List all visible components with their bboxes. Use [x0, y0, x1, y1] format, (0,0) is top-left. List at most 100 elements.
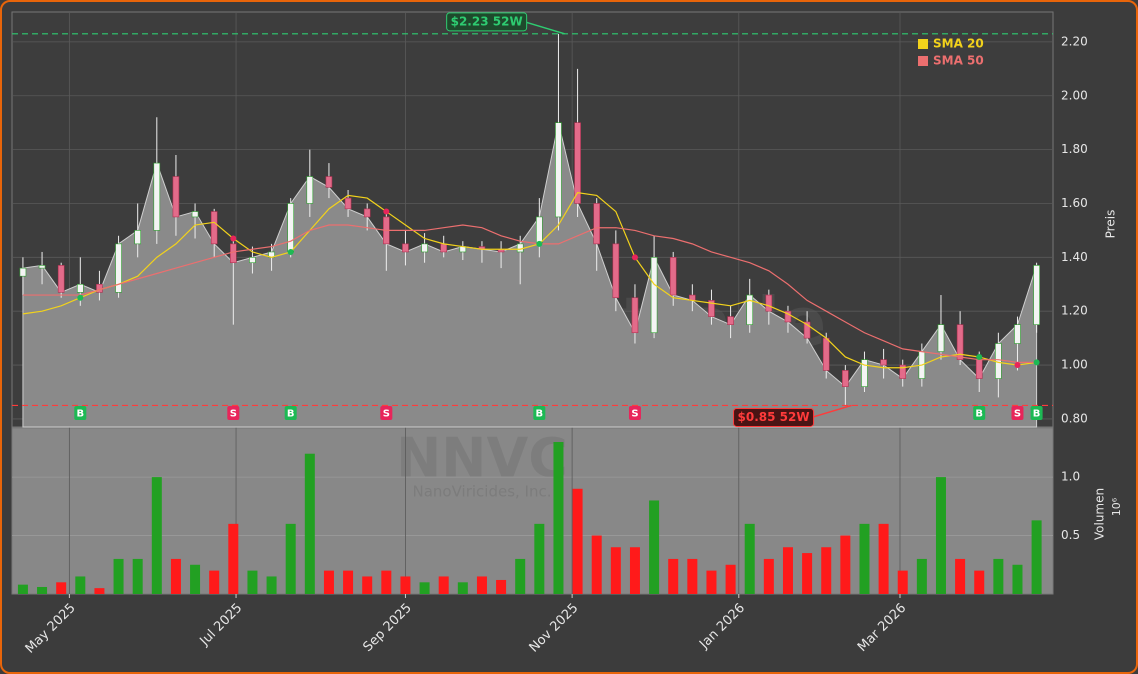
candle-body — [765, 294, 773, 312]
signal-label: B — [76, 409, 84, 420]
y-tick-label: 1.00 — [1061, 358, 1088, 372]
signal-box — [1030, 406, 1043, 420]
y-tick-label: 1.60 — [1061, 196, 1088, 210]
candle-body — [344, 197, 352, 210]
signal-dot — [287, 248, 294, 255]
signal-box — [533, 406, 546, 420]
volume-bar — [955, 558, 966, 594]
volume-bar — [802, 553, 813, 594]
volume-bar — [56, 582, 67, 594]
candle-body — [516, 243, 524, 253]
volume-bar — [476, 576, 487, 594]
signal-dot — [77, 294, 84, 301]
candle-body — [822, 337, 830, 371]
volume-bar — [37, 586, 48, 594]
volume-bar — [113, 558, 124, 594]
volume-bar — [1012, 564, 1023, 594]
candle-body — [402, 243, 409, 253]
x-tick-label: Jan 2026 — [696, 601, 748, 653]
candle-body — [363, 208, 371, 218]
candle-body — [77, 283, 84, 293]
annotation: $0.85 52W — [733, 404, 852, 427]
y2-axis-label: Volumen — [1093, 488, 1107, 540]
volume-bar — [94, 588, 105, 594]
signal-dot — [631, 254, 638, 261]
x-tick-label: Mar 2026 — [855, 601, 909, 655]
volume-bar — [897, 570, 908, 594]
x-tick-label: Nov 2025 — [527, 601, 582, 656]
watermark-company: NanoViricides, Inc. — [413, 483, 552, 501]
volume-bar — [610, 547, 621, 594]
annotation-arrow — [811, 404, 852, 419]
y-tick-label: 1.40 — [1061, 250, 1088, 264]
y2-tick-label: 0.5 — [1061, 528, 1080, 542]
volume-bar — [744, 523, 755, 594]
annotation-box — [446, 12, 528, 32]
x-tick-label: May 2025 — [23, 601, 79, 657]
volume-bar — [649, 500, 660, 594]
volume-bar — [572, 488, 583, 594]
volume-bar — [266, 576, 277, 594]
x-tick-label: Jul 2025 — [197, 601, 246, 650]
candle-body — [306, 176, 314, 204]
volume-bar — [668, 558, 679, 594]
volume-bar — [17, 584, 28, 594]
volume-bar — [247, 570, 258, 594]
candle-body — [593, 203, 601, 245]
signal-box — [628, 406, 641, 420]
y-tick-label: 0.80 — [1061, 411, 1088, 425]
volume-bar — [438, 576, 449, 594]
candle-body — [880, 359, 887, 366]
signal-box — [227, 406, 240, 420]
volume-bar — [515, 558, 526, 594]
y-tick-label: 1.20 — [1061, 304, 1088, 318]
annotation-arrow — [524, 21, 565, 35]
volume-bar — [151, 477, 162, 594]
annotation-label: $0.85 52W — [738, 410, 810, 424]
y2-scale-label: 10⁶ — [1110, 497, 1123, 516]
signal-label: S — [1014, 409, 1021, 420]
signal-dot — [536, 240, 543, 247]
y-axis-label: Preis — [1104, 210, 1118, 239]
volume-bar — [362, 576, 373, 594]
x-tick-label: Sep 2025 — [361, 601, 415, 655]
volume-bar — [878, 523, 889, 594]
volume-bar — [763, 558, 774, 594]
signal-dot — [230, 235, 237, 242]
volume-bar — [381, 570, 392, 594]
candle-body — [134, 230, 141, 245]
y-tick-label: 2.20 — [1061, 34, 1088, 48]
candle-body — [287, 203, 294, 253]
candle-body — [230, 243, 237, 264]
signal-dot — [383, 208, 390, 215]
candle-body — [421, 243, 428, 253]
candle-body — [746, 294, 754, 325]
annotation-label: $2.23 52W — [451, 14, 523, 28]
candle-body — [536, 216, 543, 245]
volume-bar — [1031, 520, 1042, 594]
volume-bar — [419, 582, 430, 594]
candle-body — [38, 265, 46, 269]
candle-body — [669, 257, 677, 296]
volume-bar — [285, 523, 296, 594]
volume-bar — [400, 576, 411, 594]
volume-bar — [132, 558, 143, 594]
sma-line — [22, 192, 1037, 369]
candle-body — [191, 211, 199, 218]
volume-bar — [974, 570, 985, 594]
signal-label: S — [383, 409, 390, 420]
sma-line — [22, 224, 1037, 363]
volume-bar — [190, 564, 201, 594]
candle-body — [650, 257, 658, 334]
candle-body — [784, 310, 792, 323]
volume-bar — [916, 558, 927, 594]
signal-box — [1011, 406, 1024, 420]
volume-bar — [629, 547, 640, 594]
signal-label: B — [287, 409, 295, 420]
signal-dot — [1014, 362, 1021, 369]
volume-bar — [304, 453, 315, 594]
candle-body — [861, 359, 868, 387]
signal-dot — [976, 353, 983, 360]
